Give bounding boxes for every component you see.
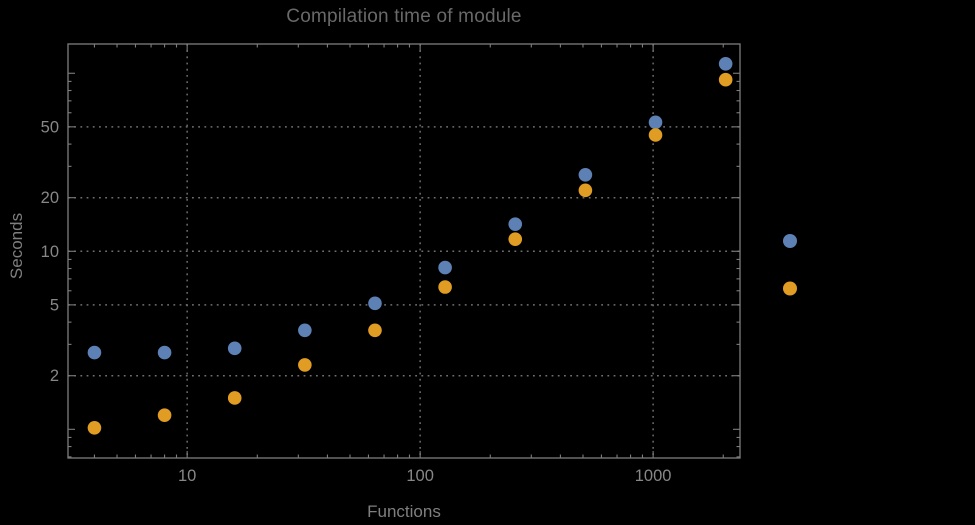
data-point-series-orange-x256 xyxy=(508,232,523,246)
data-point-series-orange-x512 xyxy=(578,183,593,198)
y-tick-label-20: 20 xyxy=(41,189,59,207)
data-point-series-blue-x32 xyxy=(298,323,312,338)
data-point-series-blue-x1024 xyxy=(648,115,663,130)
data-point-series-orange-x16 xyxy=(227,391,242,405)
legend-marker-2 xyxy=(783,281,797,296)
data-point-series-blue-x8 xyxy=(157,345,172,360)
y-tick-label-10: 10 xyxy=(41,243,59,261)
data-point-series-blue-x512 xyxy=(578,167,593,182)
data-point-series-orange-x4 xyxy=(87,420,102,435)
chart-title: Compilation time of module xyxy=(286,6,522,27)
data-point-series-orange-x32 xyxy=(298,358,312,372)
data-point-series-orange-x8 xyxy=(157,408,172,423)
data-point-series-blue-x2048 xyxy=(718,57,733,71)
x-tick-label-1000: 1000 xyxy=(635,467,672,485)
data-point-series-orange-x128 xyxy=(438,280,452,294)
x-axis-label: Functions xyxy=(367,502,441,521)
data-point-series-blue-x16 xyxy=(227,341,242,356)
y-tick-label-2: 2 xyxy=(50,367,59,385)
data-point-series-blue-x128 xyxy=(438,260,452,275)
data-point-series-blue-x256 xyxy=(508,217,523,231)
y-tick-label-5: 5 xyxy=(50,296,59,314)
y-axis-label: Seconds xyxy=(7,212,26,280)
y-tick-label-50: 50 xyxy=(41,118,59,136)
data-point-series-blue-x64 xyxy=(368,296,382,311)
data-point-series-orange-x1024 xyxy=(648,128,663,142)
data-point-series-blue-x4 xyxy=(87,345,102,360)
x-tick-label-100: 100 xyxy=(406,467,434,485)
data-point-series-orange-x2048 xyxy=(718,72,733,87)
x-tick-label-10: 10 xyxy=(178,467,196,485)
legend-marker-1 xyxy=(783,234,797,248)
data-point-series-orange-x64 xyxy=(368,323,382,338)
